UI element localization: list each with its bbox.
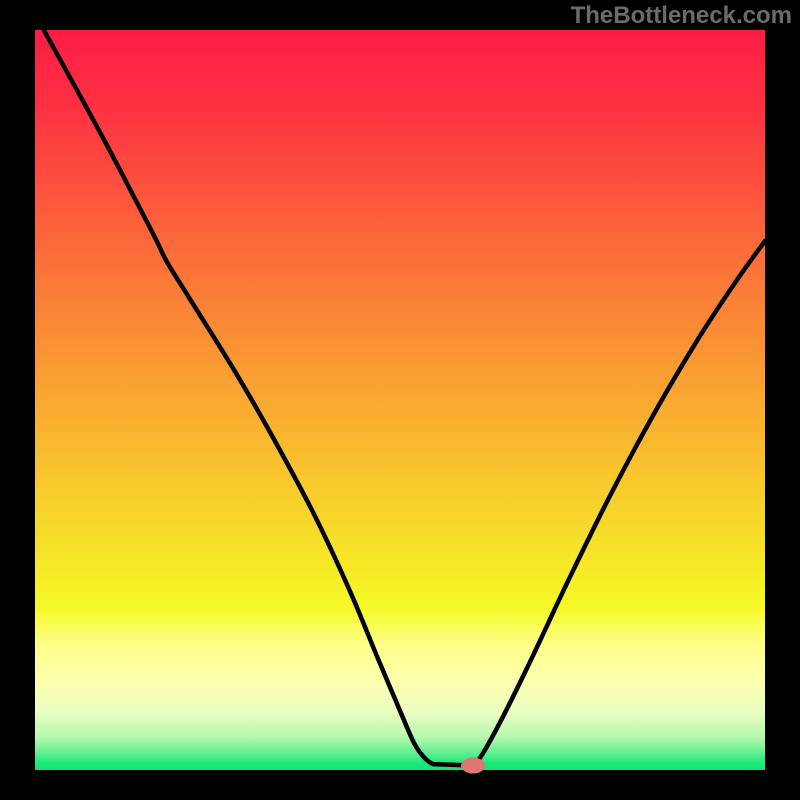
bottleneck-chart xyxy=(0,0,800,800)
watermark-text: TheBottleneck.com xyxy=(571,2,792,30)
optimum-marker xyxy=(461,758,485,774)
plot-background xyxy=(35,30,765,770)
